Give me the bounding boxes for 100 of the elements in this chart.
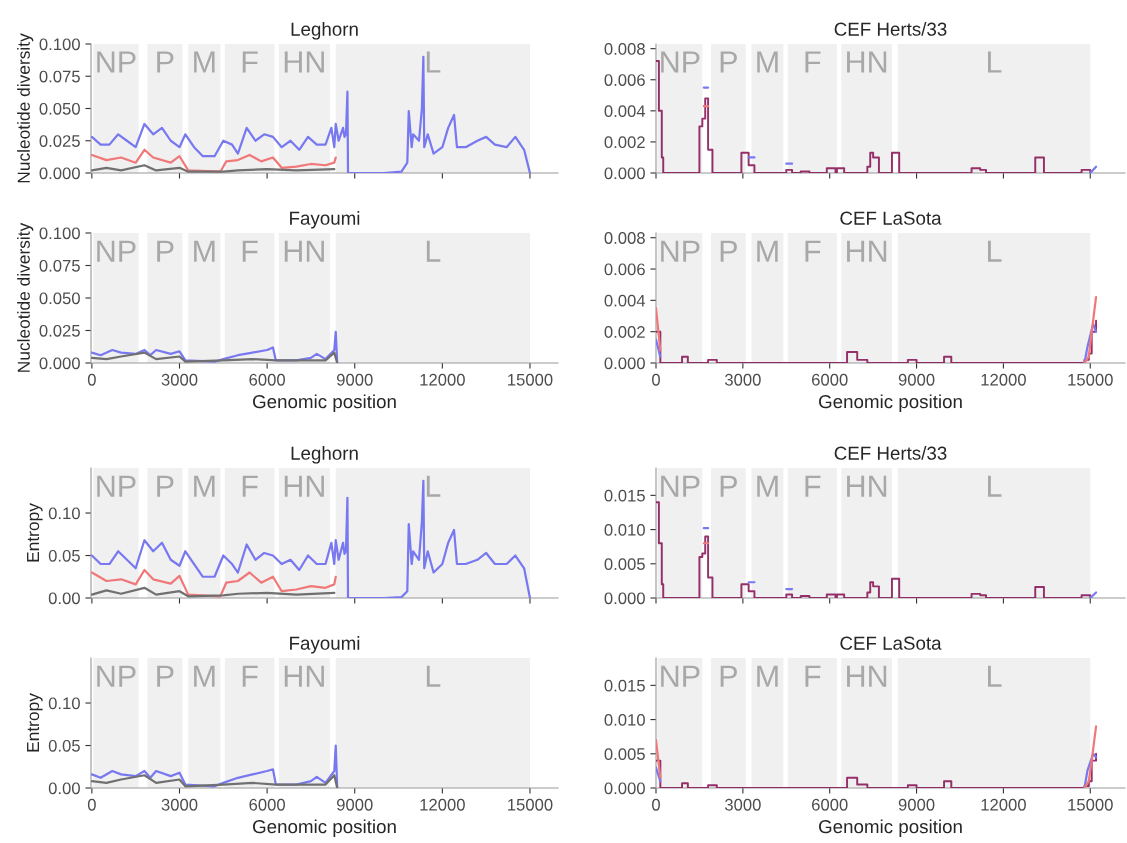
x-tick-label: 3000 [724,373,761,386]
line-series [91,148,337,173]
x-tick-label: 12000 [420,373,465,386]
line-series [91,586,336,598]
y-tick-label: 0.050 [39,102,80,115]
band-label: M [757,475,778,497]
band-label: P [720,240,737,262]
line-series [1083,296,1098,363]
band-label: HN [847,665,887,687]
y-tick-label: 0.006 [604,74,645,86]
band-label: M [757,665,778,687]
chart-title: CEF LaSota [840,211,942,225]
band-label: F [242,51,258,73]
band-label: L [988,240,1002,262]
y-tick-label: 0.000 [604,357,645,370]
band-label: L [426,51,441,73]
y-tick-label: 0.002 [604,136,645,149]
y-tick-label: 0.05 [48,739,80,752]
band-label: F [805,51,821,73]
x-axis-title: Genomic position [253,819,396,837]
band-label: NP [97,475,136,497]
band-label: F [242,475,258,497]
y-tick-label: 0.005 [604,748,645,760]
y-axis-title: Nucleotide diversity [17,222,34,372]
y-tick-label: 0.000 [39,357,80,370]
y-tick-label: 0.075 [39,259,80,272]
line-series [1083,752,1098,788]
x-axis-title: Genomic position [819,819,962,837]
band-label: F [242,240,258,262]
band-label: M [757,51,778,73]
chart-title: Fayoumi [290,211,360,229]
band-label: NP [97,240,136,262]
band-label: M [194,475,215,497]
line-series [91,351,339,363]
x-tick-label: 0 [652,798,660,811]
x-axis-title: Genomic position [253,394,396,412]
band-label: P [720,475,737,497]
y-axis-title: Entropy [27,693,43,752]
y-tick-label: 0.00 [48,592,80,605]
line-series [91,330,339,363]
band-label: P [720,665,737,687]
band-label: NP [661,665,700,687]
x-tick-label: 15000 [508,373,553,386]
chart-title: CEF Herts/33 [834,22,947,36]
band-label: L [988,665,1002,687]
y-tick-label: 0.015 [604,489,645,502]
x-tick-label: 15000 [1068,373,1113,386]
x-tick-label: 0 [87,798,96,811]
band-label: F [805,665,821,687]
band-label: L [988,475,1002,497]
x-tick-label: 3000 [724,798,761,811]
band-label: M [194,240,215,262]
y-tick-label: 0.075 [39,70,80,83]
y-axis-title: Nucleotide diversity [17,33,34,183]
x-tick-label: 9000 [898,798,935,811]
chart-title: Leghorn [291,22,358,40]
band-label: L [426,240,441,262]
line-series [1083,725,1098,788]
band-label: HN [847,240,887,262]
x-tick-label: 9000 [336,373,373,386]
y-tick-label: 0.008 [604,43,645,55]
band-label: M [194,51,215,73]
y-tick-label: 0.100 [39,227,80,240]
x-tick-label: 9000 [336,798,373,811]
y-tick-label: 0.000 [604,167,645,180]
chart-title: CEF Herts/33 [834,446,947,460]
band-label: P [157,240,174,262]
band-label: NP [661,240,700,262]
y-tick-label: 0.004 [604,105,646,118]
band-label: L [426,665,441,687]
y-tick-label: 0.000 [604,782,645,795]
y-tick-label: 0.006 [604,263,645,276]
line-series [91,568,337,598]
band-label: NP [97,665,136,687]
x-tick-label: 6000 [812,373,848,386]
y-tick-label: 0.025 [39,135,80,147]
y-tick-label: 0.002 [604,326,645,338]
x-tick-label: 3000 [161,373,198,386]
chart-title: Fayoumi [290,636,360,654]
y-tick-label: 0.000 [39,167,80,180]
y-axis-title: Entropy [27,503,43,562]
line-series [91,774,339,788]
x-tick-label: 6000 [249,798,285,811]
band-label: HN [847,475,887,497]
x-tick-label: 12000 [981,373,1026,386]
line-series [91,164,336,173]
x-tick-label: 12000 [420,798,465,811]
x-tick-label: 0 [87,373,96,386]
band-label: L [426,475,441,497]
y-tick-label: 0.10 [48,697,80,710]
y-tick-label: 0.00 [48,782,80,795]
y-tick-label: 0.008 [604,232,645,244]
band-label: P [720,51,737,73]
band-label: P [157,51,174,73]
band-label: HN [284,665,324,687]
y-tick-label: 0.100 [39,38,80,51]
y-tick-label: 0.015 [604,679,645,692]
x-tick-label: 9000 [898,373,935,386]
band-label: HN [284,51,324,73]
band-label: F [805,240,821,262]
